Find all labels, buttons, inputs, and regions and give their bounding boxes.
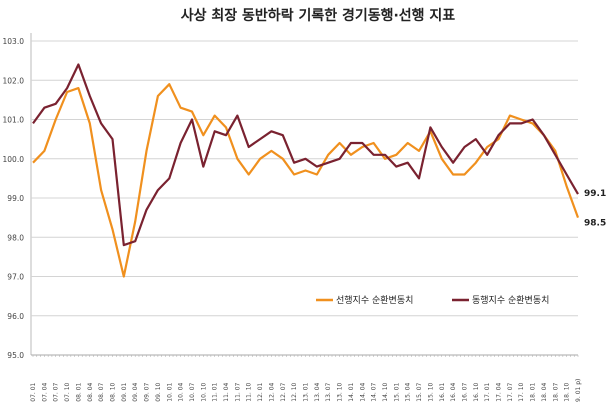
x-tick-label: 2009. 04 [132,382,139,402]
x-tick-label: 2007. 04 [41,382,48,402]
y-tick-label: 99.0 [7,194,24,203]
x-tick-label: 2009. 01 [121,382,128,402]
x-tick-label: 2012. 10 [291,382,298,402]
x-tick-label: 2015. 01 [393,382,400,402]
x-tick-label: 2017. 07 [507,382,514,402]
leading-index-line [32,83,580,278]
x-tick-label: 2010. 10 [200,382,207,402]
coincident-index-line [32,63,579,247]
x-tick-label: 2010. 01 [166,382,173,402]
x-tick-label: 2018. 07 [552,382,559,402]
x-tick-label: 2016. 04 [450,382,457,402]
x-tick-label: 2013. 07 [325,382,332,402]
x-tick-label: 2008. 01 [75,382,82,402]
x-tick-label: 2017. 04 [496,382,503,402]
series-lines: 98.5 99.1 [32,63,606,278]
x-tick-label: 2007. 01 [30,382,37,402]
x-tick-label: 2007. 10 [64,382,71,402]
y-tick-label: 101.0 [3,116,25,125]
x-axis: 2007. 01 2007. 04 2007. 07 2007. 10 2008. 01… [30,355,582,402]
y-tick-label: 102.0 [3,76,25,85]
x-tick-label: 2013. 04 [314,382,321,402]
x-tick-label: 2015. 10 [427,382,434,402]
x-tick-label: 2014. 10 [382,382,389,402]
y-tick-label: 96.0 [7,312,24,321]
y-tick-label: 103.0 [3,37,25,46]
x-tick-label: 2016. 01 [439,382,446,402]
x-tick-label: 2014. 04 [359,382,366,402]
legend: 선행지수 순환변동치 동행지수 순환변동치 [316,294,549,306]
leading-end-label: 98.5 [584,219,606,229]
x-tick-label: 2017. 01 [484,382,491,402]
x-tick-label: 2015. 04 [405,382,412,402]
x-tick-label: 2010. 04 [178,382,185,402]
x-tick-label: 2015. 07 [416,382,423,402]
y-tick-label: 97.0 [7,273,24,282]
y-axis: 95.0 96.0 97.0 98.0 99.0 100.0 101.0 102.0 103.0 [3,37,25,360]
chart-title: 사상 최장 동반하락 기록한 경기동행·선행 지표 [181,7,456,24]
x-tick-label: 2018. 01 [530,382,537,402]
x-tick-label: 2016. 07 [461,382,468,402]
x-tick-label: 2012. 01 [257,382,264,402]
legend-label-leading: 선행지수 순환변동치 [336,294,413,306]
x-tick-label: 2018. 04 [541,382,548,402]
x-tick-label: 2012. 04 [268,382,275,402]
x-tick-label: 2011. 10 [246,382,253,402]
x-tick-label: 2014. 01 [348,382,355,402]
x-tick-label: 2011. 04 [223,382,230,402]
x-tick-label: 2011. 01 [212,382,219,402]
x-tick-label: 2014. 07 [371,382,378,402]
x-tick-label: 2012. 07 [280,382,287,402]
x-tick-label: 2013. 01 [303,382,310,402]
legend-label-coincident: 동행지수 순환변동치 [472,294,549,306]
x-tick-label: 2008. 10 [109,382,116,402]
x-tick-label: 2009. 07 [144,382,151,402]
x-tick-label: 2018. 10 [564,382,571,402]
x-tick-label: 2016. 10 [473,382,480,402]
x-tick-label: 2019. 01 p) [575,379,582,402]
x-tick-label: 2009. 10 [155,382,162,402]
x-tick-label: 2013. 10 [337,382,344,402]
y-tick-label: 100.0 [3,155,25,164]
x-tick-label: 2008. 07 [98,382,105,402]
coincident-end-label: 99.1 [584,189,606,199]
x-tick-label: 2010. 07 [189,382,196,402]
y-tick-label: 95.0 [7,351,24,360]
x-tick-label: 2008. 04 [87,382,94,402]
y-tick-label: 98.0 [7,233,24,242]
x-tick-label: 2017. 10 [518,382,525,402]
gridlines [30,33,578,356]
x-tick-label: 2007. 07 [53,382,60,402]
x-tick-label: 2011. 07 [234,382,241,402]
